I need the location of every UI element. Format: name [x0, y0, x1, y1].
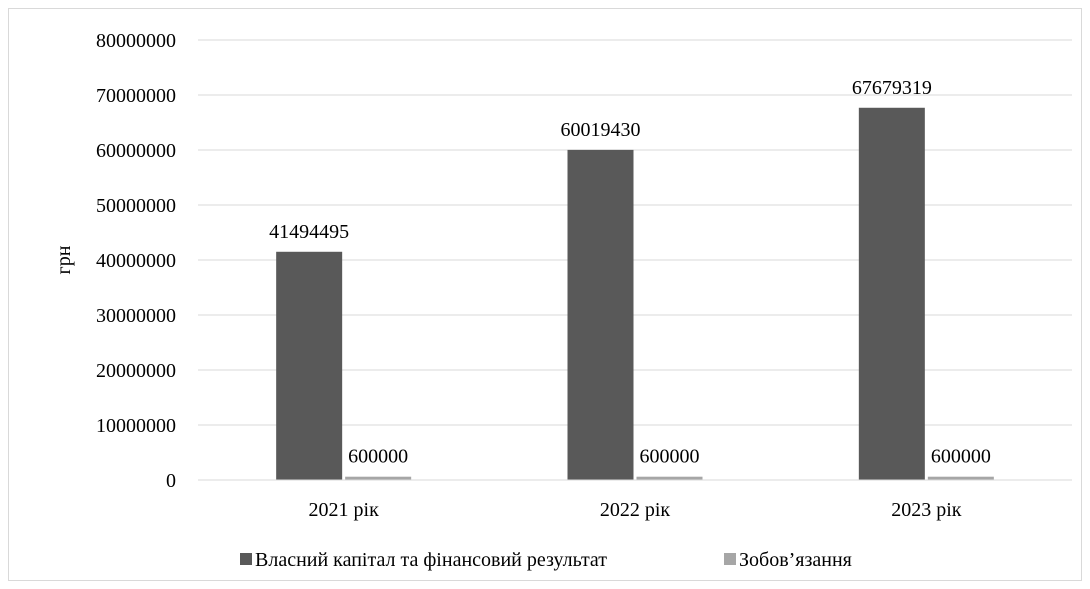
data-labels: 41494495 600000 60019430 600000 67679319 6000…: [269, 77, 991, 468]
y-tick-label: 80000000: [96, 30, 176, 52]
y-axis-ticks: 0 10000000 20000000 30000000 40000000 5000000…: [96, 30, 176, 492]
y-tick-label: 60000000: [96, 140, 176, 162]
x-category-label: 2023 рік: [891, 499, 962, 521]
data-label: 41494495: [269, 221, 349, 243]
legend-label: Зобов’язання: [739, 549, 852, 571]
data-label: 600000: [640, 446, 700, 468]
data-label: 600000: [348, 446, 408, 468]
y-tick-label: 40000000: [96, 250, 176, 272]
bars: [276, 107, 994, 481]
bar: [858, 107, 925, 481]
y-axis-label: грн: [53, 245, 75, 274]
y-tick-label: 10000000: [96, 415, 176, 437]
x-axis-categories: 2021 рік 2022 рік 2023 рік: [309, 499, 962, 521]
x-category-label: 2022 рік: [600, 499, 671, 521]
legend-label: Власний капітал та фінансовий результат: [255, 549, 607, 571]
y-tick-label: 70000000: [96, 85, 176, 107]
bar: [927, 476, 994, 480]
bar: [345, 476, 412, 480]
legend-swatch: [240, 553, 252, 565]
y-tick-label: 0: [166, 470, 176, 492]
y-tick-label: 30000000: [96, 305, 176, 327]
x-category-label: 2021 рік: [309, 499, 380, 521]
legend: Власний капітал та фінансовий результат З…: [240, 549, 852, 571]
legend-swatch: [724, 553, 736, 565]
data-label: 67679319: [852, 77, 932, 99]
gridlines: [198, 39, 1072, 426]
bar: [276, 251, 343, 480]
bar: [636, 476, 703, 480]
bar: [567, 149, 634, 480]
y-tick-label: 50000000: [96, 195, 176, 217]
y-tick-label: 20000000: [96, 360, 176, 382]
data-label: 60019430: [561, 119, 641, 141]
data-label: 600000: [931, 446, 991, 468]
